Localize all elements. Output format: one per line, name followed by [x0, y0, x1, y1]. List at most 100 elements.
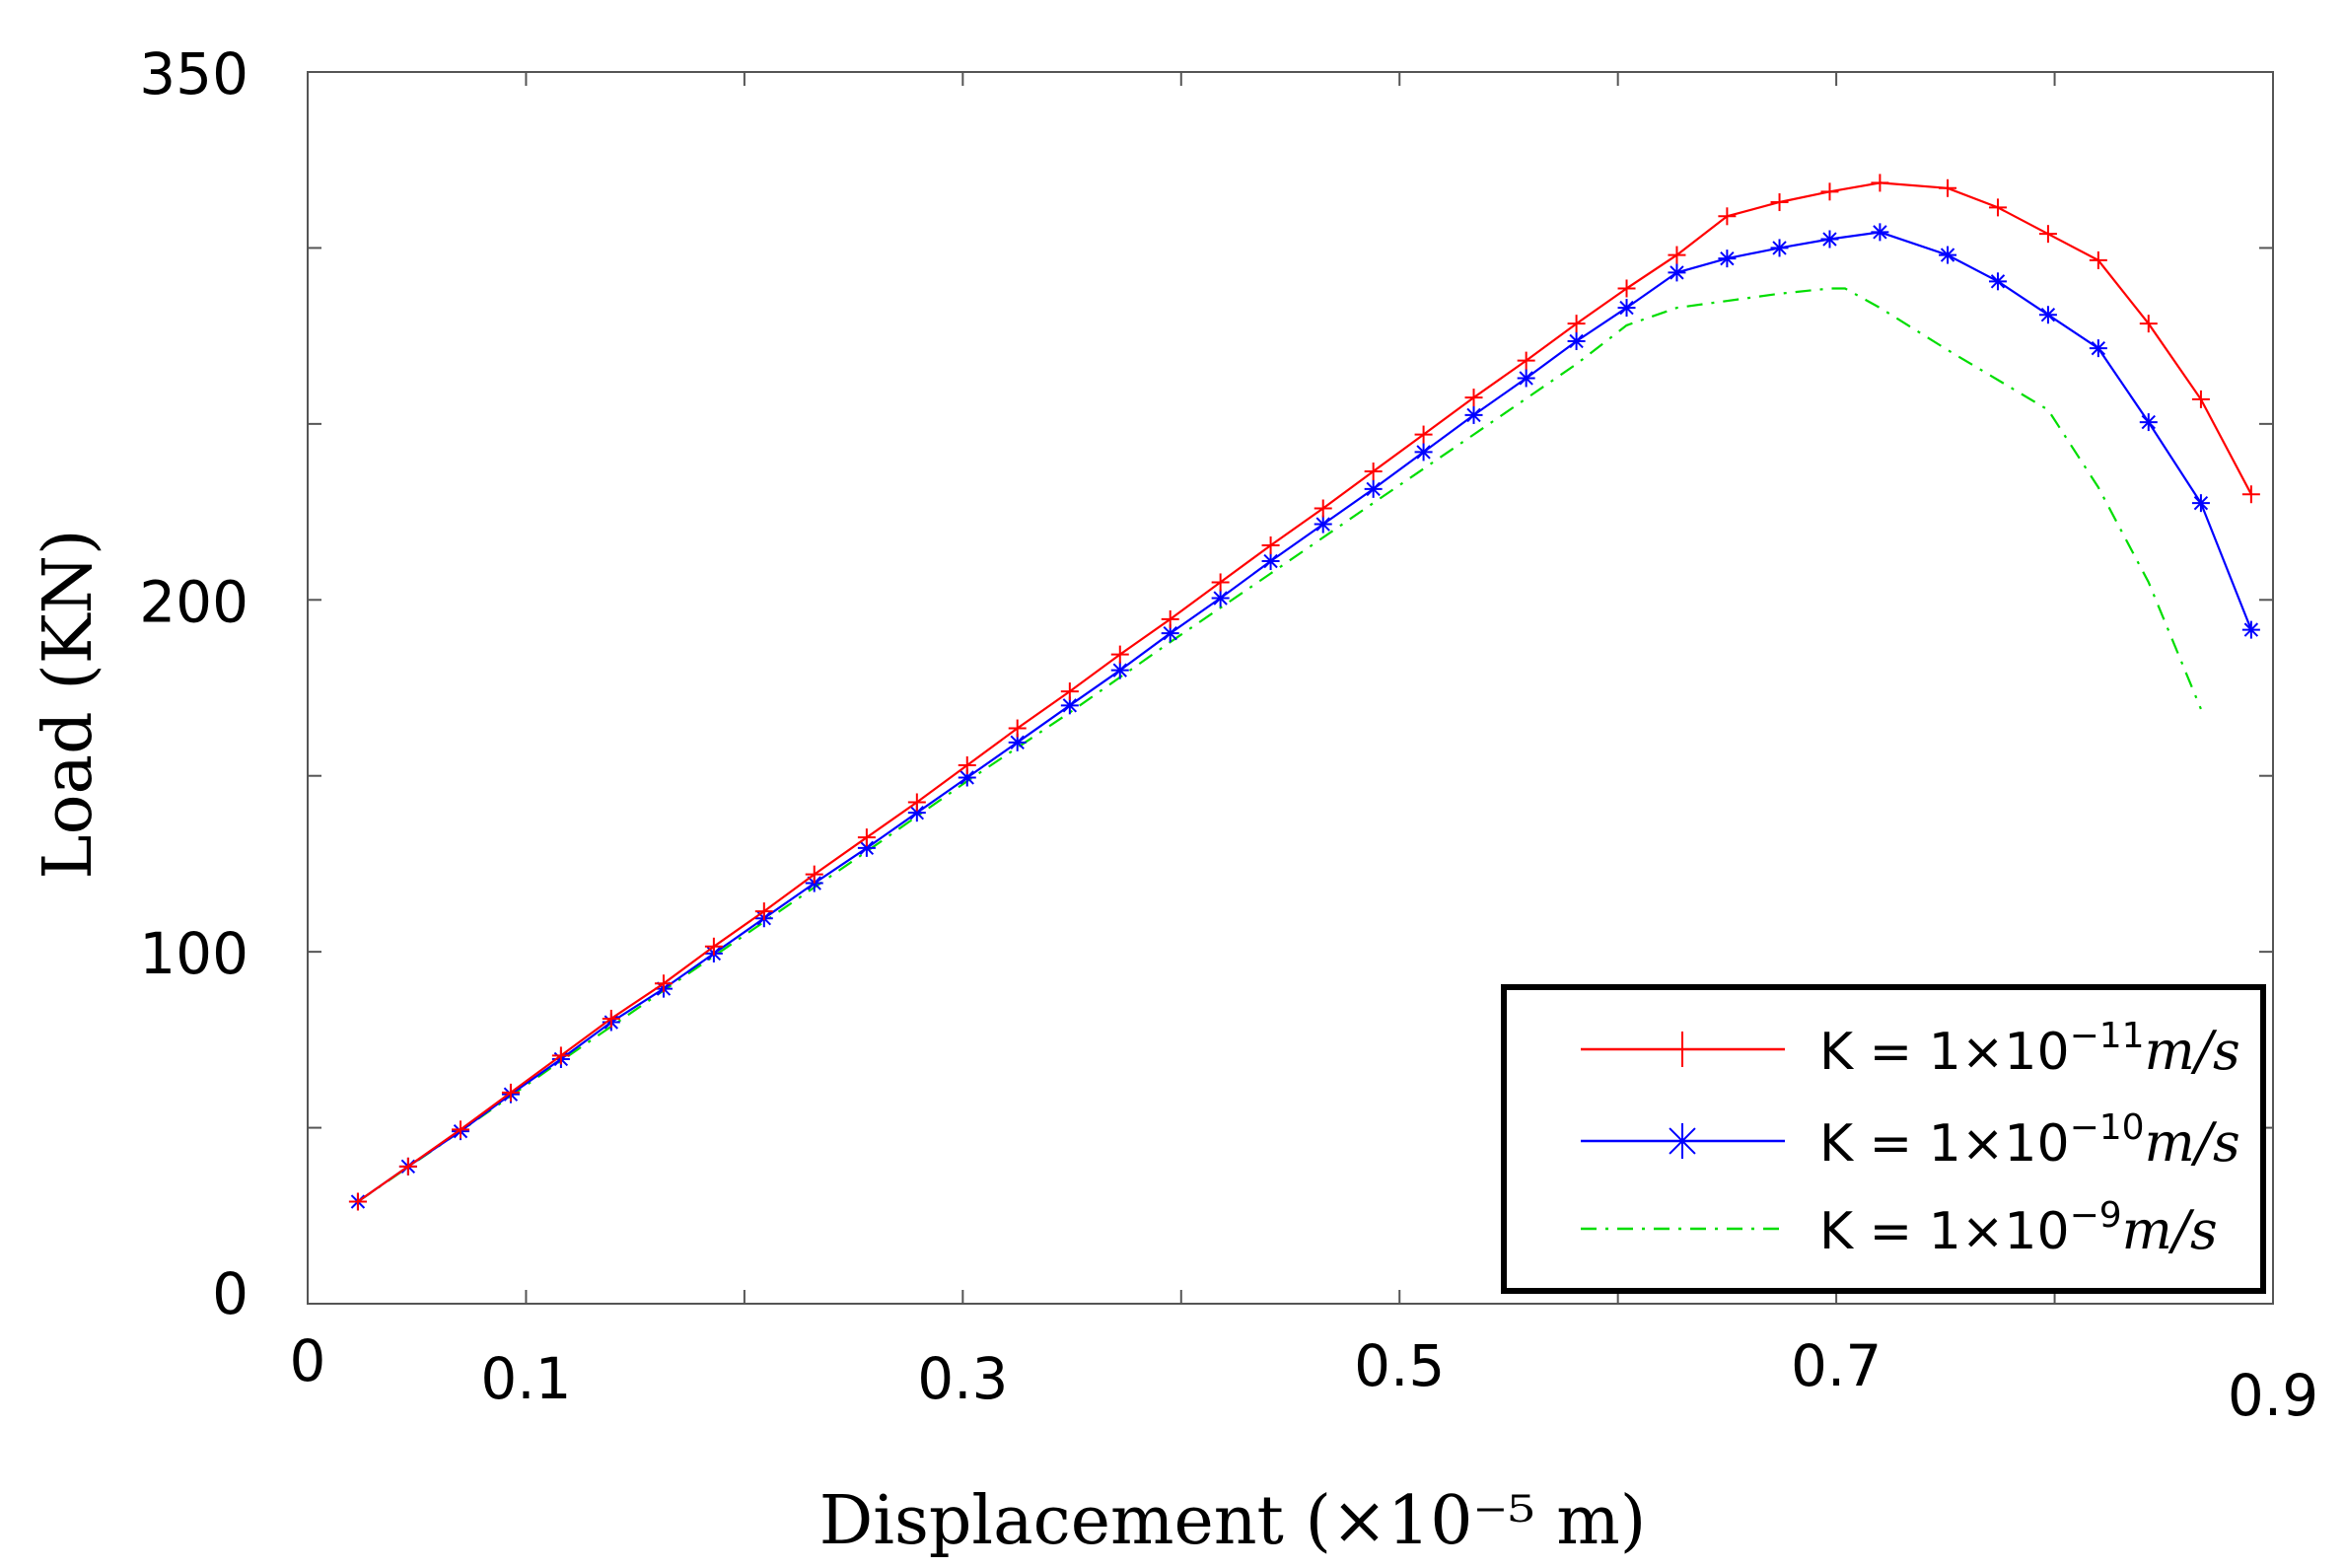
data-point — [958, 768, 976, 787]
x-tick-label: 0.1 — [480, 1345, 571, 1412]
data-point — [1718, 207, 1737, 226]
data-point — [805, 865, 823, 884]
y-tick-label: 350 — [139, 40, 249, 107]
data-point — [1414, 425, 1433, 444]
legend-label-unit: m/s — [2145, 1111, 2240, 1174]
data-point — [551, 1046, 570, 1065]
plot-area-border — [307, 71, 2274, 1305]
data-point — [1464, 405, 1483, 424]
legend-entry-2: K = 1×10−10m/s — [1581, 1107, 2240, 1174]
data-point — [1060, 682, 1079, 701]
legend-label-exponent: −11 — [2070, 1016, 2145, 1056]
legend-label: K = 1×10−9m/s — [1819, 1195, 2218, 1261]
data-point — [1161, 624, 1179, 643]
data-point — [2089, 339, 2107, 358]
legend-label-prefix: K = 1×10 — [1819, 1114, 2070, 1174]
series-1 — [348, 174, 2260, 1211]
data-point — [754, 902, 773, 921]
series-3 — [357, 287, 2202, 1203]
data-point — [1008, 719, 1027, 738]
x-tick-label: 0.7 — [1791, 1332, 1882, 1399]
legend-label-unit: m/s — [2145, 1020, 2240, 1082]
legend-label-unit: m/s — [2122, 1199, 2218, 1261]
data-point — [2038, 225, 2057, 244]
data-point — [1161, 609, 1179, 628]
data-point — [452, 1120, 470, 1139]
legend-marker — [1665, 1032, 1700, 1067]
data-point — [1364, 479, 1383, 498]
data-point — [602, 1009, 620, 1028]
y-tick-label: 200 — [139, 568, 249, 635]
data-point — [2191, 494, 2210, 513]
data-point — [1364, 463, 1383, 481]
data-point — [1211, 573, 1230, 592]
data-point — [1110, 645, 1129, 664]
data-point — [501, 1083, 520, 1102]
data-point — [1939, 246, 1957, 264]
x-tick-labels: 0 0.1 0.3 0.5 0.7 0.9 — [290, 1327, 2319, 1429]
data-point — [907, 793, 926, 812]
series-line — [357, 181, 2252, 1203]
x-tick-label: 0.3 — [917, 1345, 1008, 1412]
series-layer — [348, 174, 2260, 1211]
data-point — [958, 756, 976, 775]
legend-label-prefix: K = 1×10 — [1819, 1023, 2070, 1082]
x-tick-label: 0.9 — [2228, 1362, 2318, 1429]
legend-box — [1501, 984, 2266, 1294]
data-point — [2241, 485, 2260, 504]
data-point — [1517, 369, 1535, 388]
data-point — [2139, 315, 2158, 333]
data-point — [1567, 331, 1586, 350]
data-point — [1871, 223, 1889, 242]
data-point — [398, 1157, 417, 1176]
data-point — [1820, 230, 1839, 249]
data-point — [1464, 389, 1483, 407]
legend: K = 1×10−11m/sK = 1×10−10m/sK = 1×10−9m/… — [1501, 984, 2266, 1294]
legend-marker — [1665, 1123, 1700, 1159]
data-point — [2241, 620, 2260, 639]
axes-frame — [307, 71, 2274, 1305]
legend-label-prefix: K = 1×10 — [1819, 1202, 2070, 1261]
data-point — [1211, 589, 1230, 607]
data-point — [2139, 413, 2158, 432]
axis-ticks — [307, 71, 2274, 1305]
data-point — [704, 937, 723, 956]
y-tick-label: 0 — [212, 1260, 249, 1327]
data-point — [1668, 263, 1686, 282]
legend-label-exponent: −10 — [2070, 1107, 2145, 1148]
data-point — [2191, 390, 2210, 408]
data-point — [1988, 272, 2007, 291]
data-point — [1617, 299, 1636, 318]
data-point — [1414, 443, 1433, 462]
data-point — [1261, 535, 1280, 554]
data-point — [1871, 174, 1889, 192]
data-point — [1110, 661, 1129, 679]
data-point — [857, 828, 876, 847]
y-tick-label: 100 — [139, 920, 249, 987]
legend-label: K = 1×10−10m/s — [1819, 1107, 2240, 1174]
x-tick-label: 0 — [290, 1327, 326, 1394]
data-point — [1567, 315, 1586, 333]
data-point — [1939, 178, 1957, 197]
series-line — [357, 287, 2202, 1203]
y-axis-label: Load (KN) — [30, 529, 107, 879]
data-point — [1261, 552, 1280, 571]
legend-entry-3: K = 1×10−9m/s — [1581, 1195, 2218, 1261]
legend-label: K = 1×10−11m/s — [1819, 1016, 2240, 1082]
data-point — [654, 974, 673, 993]
data-point — [1060, 696, 1079, 715]
data-point — [1770, 193, 1789, 212]
data-point — [348, 1192, 367, 1211]
x-axis-label: Displacement (×10⁻⁵ m) — [819, 1482, 1647, 1560]
legend-label-exponent: −9 — [2070, 1195, 2122, 1236]
data-point — [1668, 246, 1686, 264]
data-point — [1820, 182, 1839, 201]
data-point — [1314, 499, 1332, 518]
data-point — [1770, 239, 1789, 257]
legend-entry-1: K = 1×10−11m/s — [1581, 1016, 2240, 1082]
y-tick-labels: 0 100 200 350 — [139, 40, 249, 1327]
data-point — [1988, 198, 2007, 217]
data-point — [2089, 250, 2107, 269]
data-point — [1314, 515, 1332, 534]
